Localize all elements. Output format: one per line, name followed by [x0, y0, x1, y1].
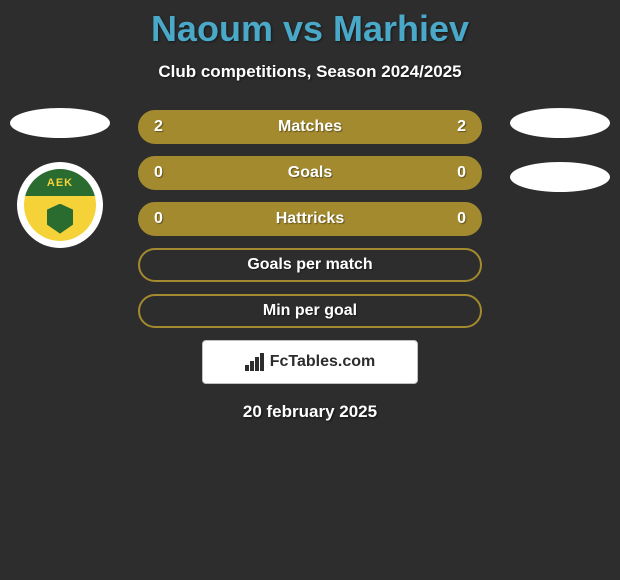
club-badge-text: AEK [24, 169, 96, 196]
stat-row: Goals 0 0 [138, 156, 482, 190]
stat-row: Goals per match [138, 248, 482, 282]
player-right-club-avatar [510, 162, 610, 192]
comparison-card: Naoum vs Marhiev Club competitions, Seas… [0, 0, 620, 422]
bar-chart-icon [245, 353, 264, 371]
player-left-avatar [10, 108, 110, 138]
stat-label: Goals [288, 164, 332, 182]
stat-row: Min per goal [138, 294, 482, 328]
stat-value-left: 2 [154, 118, 163, 136]
player-right-avatar [510, 108, 610, 138]
brand-badge: FcTables.com [202, 340, 418, 384]
subtitle: Club competitions, Season 2024/2025 [0, 62, 620, 82]
stat-value-right: 0 [457, 164, 466, 182]
stat-rows: Matches 2 2 Goals 0 0 Hattricks 0 0 Goals per mat… [138, 110, 482, 328]
brand-text: FcTables.com [270, 353, 376, 371]
stat-label: Matches [278, 118, 342, 136]
stat-row: Matches 2 2 [138, 110, 482, 144]
date-text: 20 february 2025 [10, 402, 610, 422]
page-title: Naoum vs Marhiev [0, 8, 620, 50]
stat-row: Hattricks 0 0 [138, 202, 482, 236]
stat-label: Hattricks [276, 210, 344, 228]
stat-value-left: 0 [154, 164, 163, 182]
club-badge-shield-icon [47, 204, 73, 234]
stat-value-right: 0 [457, 210, 466, 228]
stat-value-right: 2 [457, 118, 466, 136]
club-badge-lower [24, 196, 96, 241]
stat-label: Min per goal [263, 302, 357, 320]
content-area: AEK Matches 2 2 Goals 0 0 Hattricks 0 0 Goals per… [0, 110, 620, 422]
club-badge-icon: AEK [24, 169, 96, 241]
player-left-club-badge: AEK [17, 162, 103, 248]
stat-value-left: 0 [154, 210, 163, 228]
stat-label: Goals per match [247, 256, 372, 274]
